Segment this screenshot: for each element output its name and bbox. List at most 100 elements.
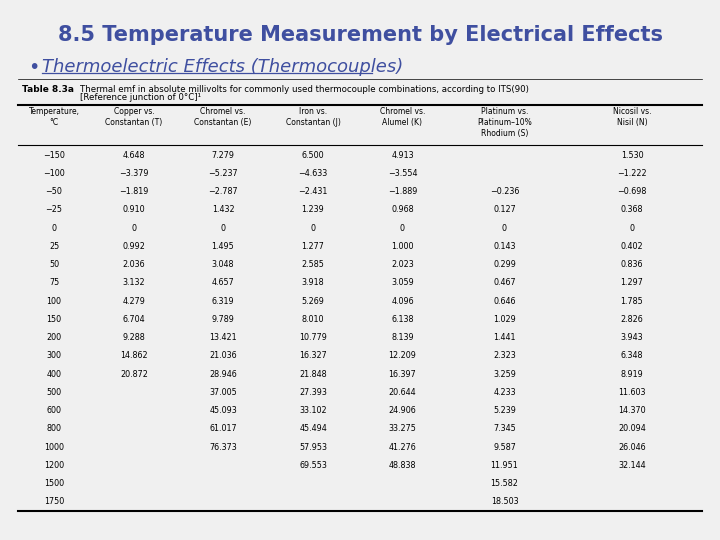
Text: 10.779: 10.779 — [299, 333, 327, 342]
Text: 6.348: 6.348 — [621, 352, 643, 360]
Text: 300: 300 — [47, 352, 61, 360]
Text: 3.048: 3.048 — [212, 260, 234, 269]
Text: −1.222: −1.222 — [617, 169, 647, 178]
Text: 76.373: 76.373 — [209, 443, 237, 451]
Text: 69.553: 69.553 — [299, 461, 327, 470]
Text: 21.036: 21.036 — [210, 352, 237, 360]
Text: 0.968: 0.968 — [391, 205, 414, 214]
Text: 200: 200 — [46, 333, 62, 342]
Text: −50: −50 — [45, 187, 63, 196]
Text: −2.431: −2.431 — [298, 187, 328, 196]
Text: 20.872: 20.872 — [120, 369, 148, 379]
Text: 24.906: 24.906 — [389, 406, 416, 415]
Text: 5.239: 5.239 — [493, 406, 516, 415]
Text: 2.036: 2.036 — [122, 260, 145, 269]
Text: 32.144: 32.144 — [618, 461, 646, 470]
Text: 33.102: 33.102 — [300, 406, 327, 415]
Text: 50: 50 — [49, 260, 59, 269]
Text: 6.704: 6.704 — [122, 315, 145, 324]
Text: −1.819: −1.819 — [120, 187, 149, 196]
Text: 9.288: 9.288 — [122, 333, 145, 342]
Text: 150: 150 — [46, 315, 62, 324]
Text: 48.838: 48.838 — [389, 461, 416, 470]
Text: 2.023: 2.023 — [391, 260, 414, 269]
Text: −150: −150 — [43, 151, 65, 160]
Text: 0.836: 0.836 — [621, 260, 643, 269]
Text: 11.603: 11.603 — [618, 388, 646, 397]
Text: 8.919: 8.919 — [621, 369, 644, 379]
Text: 1000: 1000 — [44, 443, 64, 451]
Text: 3.918: 3.918 — [302, 279, 324, 287]
Text: 0.467: 0.467 — [493, 279, 516, 287]
Text: 600: 600 — [47, 406, 61, 415]
Text: Chromel vs.
Constantan (E): Chromel vs. Constantan (E) — [194, 107, 252, 127]
Text: 61.017: 61.017 — [210, 424, 237, 434]
Text: Thermoelectric Effects (Thermocouples): Thermoelectric Effects (Thermocouples) — [42, 58, 403, 76]
Text: 57.953: 57.953 — [299, 443, 327, 451]
Text: −0.236: −0.236 — [490, 187, 519, 196]
Text: 4.279: 4.279 — [122, 296, 145, 306]
Text: −3.554: −3.554 — [388, 169, 418, 178]
Text: 4.233: 4.233 — [493, 388, 516, 397]
Text: 1.495: 1.495 — [212, 242, 235, 251]
Text: 7.345: 7.345 — [493, 424, 516, 434]
Text: 1.432: 1.432 — [212, 205, 234, 214]
Text: Platinum vs.
Platinum–10%
Rhodium (S): Platinum vs. Platinum–10% Rhodium (S) — [477, 107, 532, 138]
Text: 75: 75 — [49, 279, 59, 287]
Text: 37.005: 37.005 — [209, 388, 237, 397]
Text: 2.826: 2.826 — [621, 315, 644, 324]
Text: 1750: 1750 — [44, 497, 64, 507]
Text: −100: −100 — [43, 169, 65, 178]
Text: 0: 0 — [52, 224, 56, 233]
Text: 4.657: 4.657 — [212, 279, 235, 287]
Text: 0: 0 — [502, 224, 507, 233]
Text: 3.259: 3.259 — [493, 369, 516, 379]
Text: Table 8.3a: Table 8.3a — [22, 85, 74, 94]
Text: Copper vs.
Constantan (T): Copper vs. Constantan (T) — [105, 107, 163, 127]
Text: −5.237: −5.237 — [208, 169, 238, 178]
Text: 15.582: 15.582 — [490, 479, 518, 488]
Text: 0.992: 0.992 — [122, 242, 145, 251]
Text: 100: 100 — [47, 296, 61, 306]
Text: 800: 800 — [47, 424, 61, 434]
Text: 1.277: 1.277 — [302, 242, 325, 251]
Text: 4.913: 4.913 — [391, 151, 414, 160]
Text: 13.421: 13.421 — [210, 333, 237, 342]
Text: 7.279: 7.279 — [212, 151, 235, 160]
Text: 0.910: 0.910 — [122, 205, 145, 214]
Text: −25: −25 — [45, 205, 63, 214]
Text: 1.297: 1.297 — [621, 279, 644, 287]
Text: Chromel vs.
Alumel (K): Chromel vs. Alumel (K) — [380, 107, 426, 127]
Text: 1.239: 1.239 — [302, 205, 325, 214]
Text: 0: 0 — [220, 224, 225, 233]
Text: 3.132: 3.132 — [122, 279, 145, 287]
Text: 4.648: 4.648 — [122, 151, 145, 160]
Text: 1.785: 1.785 — [621, 296, 644, 306]
Text: Thermal emf in absolute millivolts for commonly used thermocouple combinations, : Thermal emf in absolute millivolts for c… — [80, 85, 529, 94]
Text: 14.370: 14.370 — [618, 406, 646, 415]
Text: 16.327: 16.327 — [299, 352, 327, 360]
Text: 1.530: 1.530 — [621, 151, 643, 160]
Text: −0.698: −0.698 — [617, 187, 647, 196]
Text: 8.010: 8.010 — [302, 315, 324, 324]
Text: Nicosil vs.
Nisil (N): Nicosil vs. Nisil (N) — [613, 107, 652, 127]
Text: −4.633: −4.633 — [298, 169, 328, 178]
Text: 12.209: 12.209 — [389, 352, 416, 360]
Text: •: • — [28, 58, 40, 77]
Text: 2.585: 2.585 — [302, 260, 325, 269]
Text: 1.441: 1.441 — [493, 333, 516, 342]
Text: 8.139: 8.139 — [391, 333, 414, 342]
Text: 9.587: 9.587 — [493, 443, 516, 451]
Text: 3.943: 3.943 — [621, 333, 643, 342]
Text: 3.059: 3.059 — [391, 279, 414, 287]
Text: 20.644: 20.644 — [389, 388, 416, 397]
Text: 21.848: 21.848 — [300, 369, 327, 379]
Text: 18.503: 18.503 — [491, 497, 518, 507]
Text: 25: 25 — [49, 242, 59, 251]
Text: −1.889: −1.889 — [388, 187, 417, 196]
Text: 6.319: 6.319 — [212, 296, 234, 306]
Text: 0.127: 0.127 — [493, 205, 516, 214]
Text: 1.000: 1.000 — [391, 242, 414, 251]
Text: 0: 0 — [629, 224, 634, 233]
Text: 0.368: 0.368 — [621, 205, 643, 214]
